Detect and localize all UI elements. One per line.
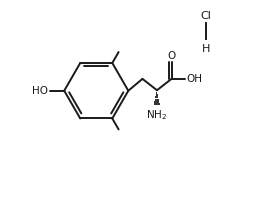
Text: NH$_2$: NH$_2$ (147, 108, 168, 122)
Text: HO: HO (32, 86, 48, 96)
Text: O: O (167, 51, 176, 61)
Text: H: H (202, 44, 210, 54)
Text: Cl: Cl (200, 11, 212, 21)
Text: OH: OH (186, 74, 202, 84)
